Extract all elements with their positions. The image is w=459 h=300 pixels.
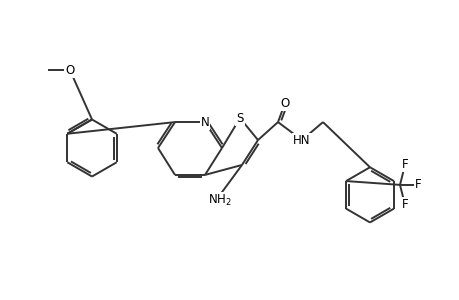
Text: O: O bbox=[65, 64, 74, 77]
Text: S: S bbox=[236, 112, 243, 124]
Text: F: F bbox=[401, 158, 408, 171]
Text: O: O bbox=[280, 97, 289, 110]
Text: F: F bbox=[401, 198, 408, 211]
Text: F: F bbox=[414, 178, 420, 191]
Text: NH$_2$: NH$_2$ bbox=[207, 193, 231, 208]
Text: N: N bbox=[200, 116, 209, 129]
Text: HN: HN bbox=[293, 134, 310, 146]
